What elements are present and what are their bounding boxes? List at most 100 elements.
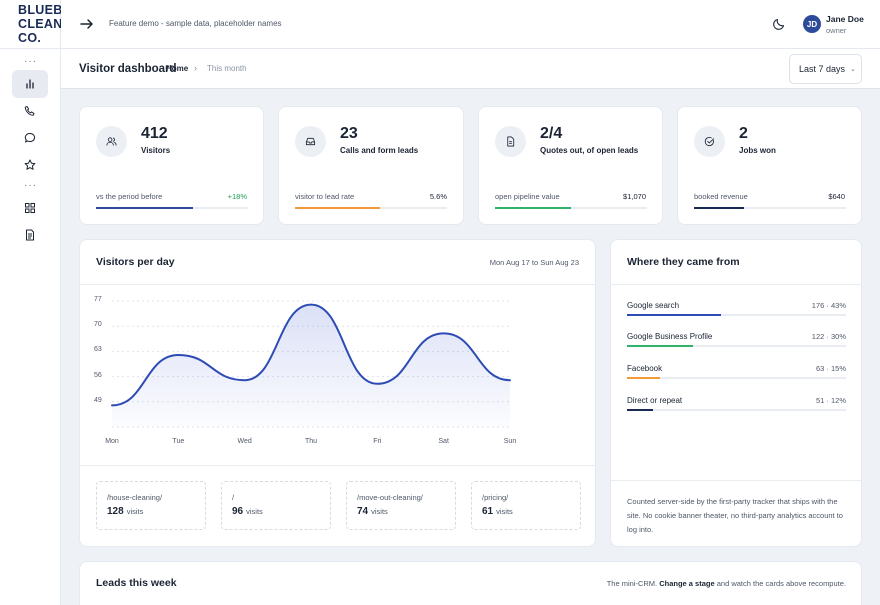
sidebar-group-dots: ··· [24, 56, 37, 67]
page-visits: 128 visits [107, 506, 143, 517]
page-visit-unit: visits [246, 507, 263, 516]
logo-line-2: CLEANING [18, 17, 61, 31]
source-row: Google search 176 · 43% [627, 301, 846, 316]
page-path: /pricing/ [482, 493, 509, 502]
chevron-down-icon: ⌄ [850, 66, 856, 73]
logo-line-1: BLUEBIRD [18, 3, 61, 17]
page-path: /move-out-cleaning/ [357, 493, 423, 502]
x-tick-label: Mon [105, 438, 119, 445]
source-value: 122 · 30% [811, 332, 846, 341]
kpi-foot-label: vs the period before [96, 192, 163, 201]
page-header: Visitor dashboard Home › This month Last… [61, 49, 880, 89]
phone-icon [24, 106, 35, 116]
kpi-progress-fill [495, 207, 571, 209]
kpi-value: 2/4 [540, 125, 563, 142]
date-range-select[interactable]: Last 7 days ⌄ [789, 54, 862, 84]
source-bar-fill [627, 314, 722, 316]
page-visit-count: 61 [482, 506, 494, 517]
sidebar-item-apps[interactable] [12, 194, 48, 222]
kpi-foot-label: open pipeline value [495, 192, 560, 201]
source-row: Google Business Profile 122 · 30% [627, 332, 846, 347]
avatar[interactable]: JD [803, 15, 821, 33]
moon-icon[interactable] [772, 17, 786, 31]
card-divider [80, 465, 595, 466]
file-icon [495, 126, 526, 157]
kpi-value: 23 [340, 125, 358, 142]
kpi-label: Visitors [141, 146, 171, 155]
card-divider [80, 284, 595, 285]
topbar: Feature demo - sample data, placeholder … [61, 0, 880, 49]
sidebar-item-dashboard[interactable] [12, 70, 48, 98]
kpi-card-quotes: 2/4 Quotes out, of open leads open pipel… [478, 106, 663, 225]
arrow-right-icon[interactable] [78, 15, 96, 33]
source-name: Direct or repeat [627, 396, 683, 405]
visitors-chart-card: Visitors per day Mon Aug 17 to Sun Aug 2… [79, 239, 596, 547]
source-row: Facebook 63 · 15% [627, 364, 846, 379]
users-icon [96, 126, 127, 157]
sidebar-item-calls[interactable] [12, 97, 48, 125]
sidebar-item-messages[interactable] [12, 124, 48, 152]
kpi-progress-track [96, 207, 248, 209]
kpi-value: 2 [739, 125, 748, 142]
kpi-foot-label: visitor to lead rate [295, 192, 355, 201]
tracking-note: Counted server-side by the first-party t… [627, 497, 843, 534]
star-icon [24, 159, 36, 170]
y-tick-label: 63 [94, 346, 102, 354]
chart-area [112, 304, 510, 427]
page-visit-unit: visits [126, 507, 144, 516]
sources-card: Where they came from Google search 176 ·… [610, 239, 862, 547]
top-page-tile[interactable]: /move-out-cleaning/ 74 visits [346, 481, 456, 530]
source-bar-track [627, 377, 846, 379]
top-page-tile[interactable]: / 96 visits [221, 481, 331, 530]
check-circle-icon [694, 126, 725, 157]
demo-note: Feature demo - sample data, placeholder … [109, 19, 282, 28]
user-role: owner [826, 26, 847, 35]
top-page-tile[interactable]: /house-cleaning/ 128 visits [96, 481, 206, 530]
page-path: / [232, 493, 235, 502]
chart-date-range: Mon Aug 17 to Sun Aug 23 [489, 258, 579, 267]
breadcrumb-current: This month [207, 64, 247, 73]
y-tick-label: 70 [94, 321, 102, 329]
chart-title: Visitors per day [96, 256, 175, 268]
source-value: 51 · 12% [815, 396, 846, 405]
chart-line [111, 303, 511, 407]
change-stage-link[interactable]: Change a stage [659, 579, 715, 588]
breadcrumb-separator: › [194, 63, 197, 73]
source-bar-fill [627, 345, 693, 347]
page-visit-unit: visits [496, 507, 513, 516]
bar-chart-icon [26, 79, 34, 89]
page-path: /house-cleaning/ [107, 493, 163, 502]
source-value: 176 · 43% [811, 301, 846, 310]
sidebar-item-documents[interactable] [12, 221, 48, 249]
source-bar-fill [627, 409, 654, 411]
kpi-foot-value: $1,070 [623, 192, 646, 201]
user-name: Jane Doe [826, 14, 864, 24]
source-value: 63 · 15% [815, 364, 846, 373]
source-name: Google search [627, 301, 680, 310]
document-icon [26, 229, 34, 241]
source-bar-fill [627, 377, 660, 379]
brand-logo[interactable]: BLUEBIRD CLEANING CO. [18, 3, 61, 45]
kpi-value: 412 [141, 125, 168, 142]
leads-note-lead: The mini-CRM. [606, 579, 658, 588]
sidebar-item-reviews[interactable] [12, 151, 48, 179]
kpi-progress-fill [694, 207, 745, 209]
source-name: Facebook [627, 364, 663, 373]
grid-icon [25, 203, 35, 213]
source-bar-track [627, 345, 846, 347]
page-visits: 96 visits [232, 506, 263, 517]
kpi-label: Quotes out, of open leads [540, 146, 639, 155]
page-title: Visitor dashboard [79, 63, 177, 75]
kpi-card-visitors: 412 Visitors vs the period before +18% [79, 106, 264, 225]
breadcrumb-home[interactable]: Home [166, 64, 189, 73]
x-tick-label: Sun [503, 438, 517, 445]
top-page-tile[interactable]: /pricing/ 61 visits [471, 481, 581, 530]
source-bar-track [627, 314, 846, 316]
page-visits: 74 visits [357, 506, 388, 517]
chat-bubble-icon [24, 132, 36, 143]
x-tick-label: Wed [237, 438, 252, 445]
page-visit-unit: visits [371, 507, 388, 516]
page-visits: 61 visits [482, 506, 513, 517]
kpi-label: Calls and form leads [340, 146, 419, 155]
page-visit-count: 128 [107, 506, 124, 517]
